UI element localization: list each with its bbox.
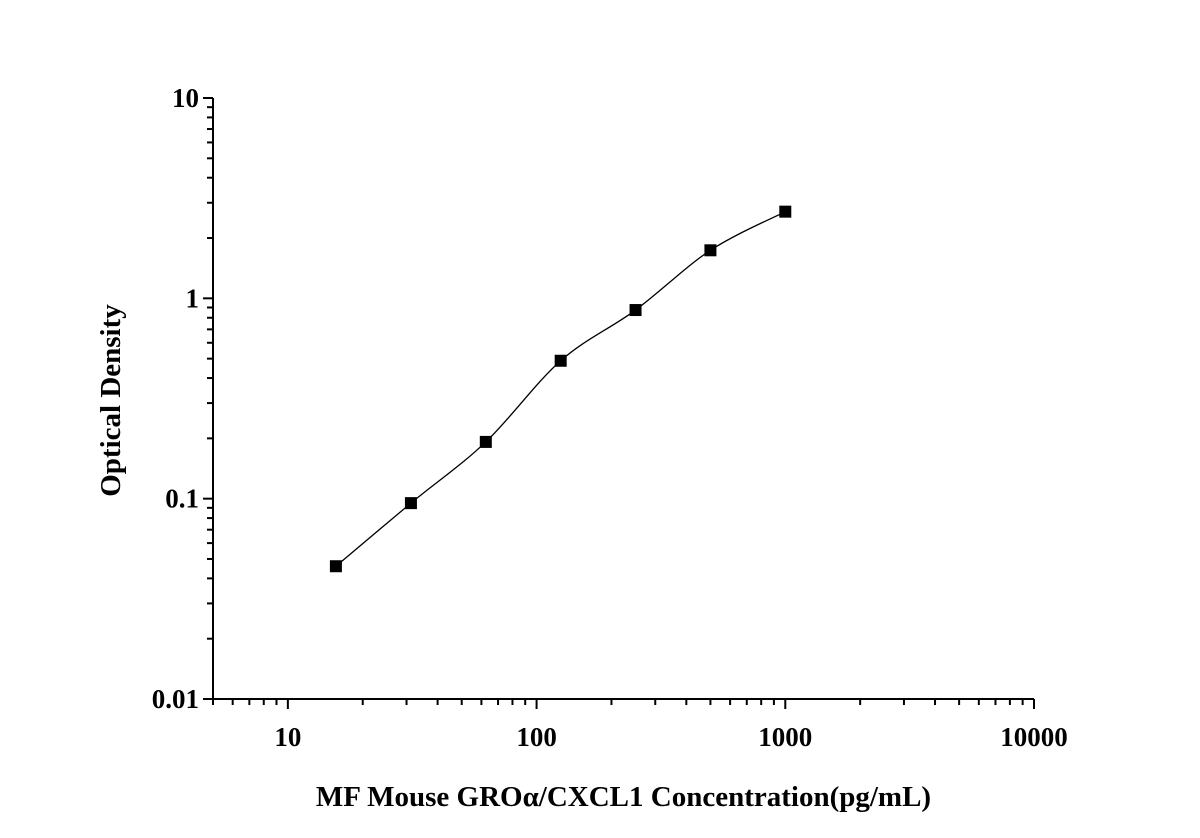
y-tick-label: 10 — [172, 83, 199, 113]
x-axis-title: MF Mouse GROα/CXCL1 Concentration(pg/mL) — [316, 781, 931, 813]
x-tick-label: 1000 — [758, 722, 812, 752]
fit-curve — [335, 211, 786, 567]
y-axis-title: Optical Density — [95, 304, 127, 497]
tick-labels: 10 100 1000 10000 0.01 0.1 1 10 — [152, 83, 1068, 752]
y-tick-label: 0.1 — [165, 484, 199, 514]
data-point — [479, 435, 492, 448]
data-point — [554, 354, 567, 367]
x-tick-label: 100 — [516, 722, 557, 752]
data-point — [704, 244, 717, 257]
data-point — [779, 205, 792, 218]
y-tick-label: 1 — [186, 283, 200, 313]
data-markers — [329, 205, 792, 573]
data-point — [329, 560, 342, 573]
x-tick-label: 10 — [274, 722, 301, 752]
axes — [212, 98, 1034, 700]
data-point — [629, 304, 642, 317]
ticks — [203, 97, 1035, 709]
y-tick-label: 0.01 — [152, 684, 199, 714]
data-point — [404, 497, 417, 510]
x-tick-label: 10000 — [1000, 722, 1068, 752]
